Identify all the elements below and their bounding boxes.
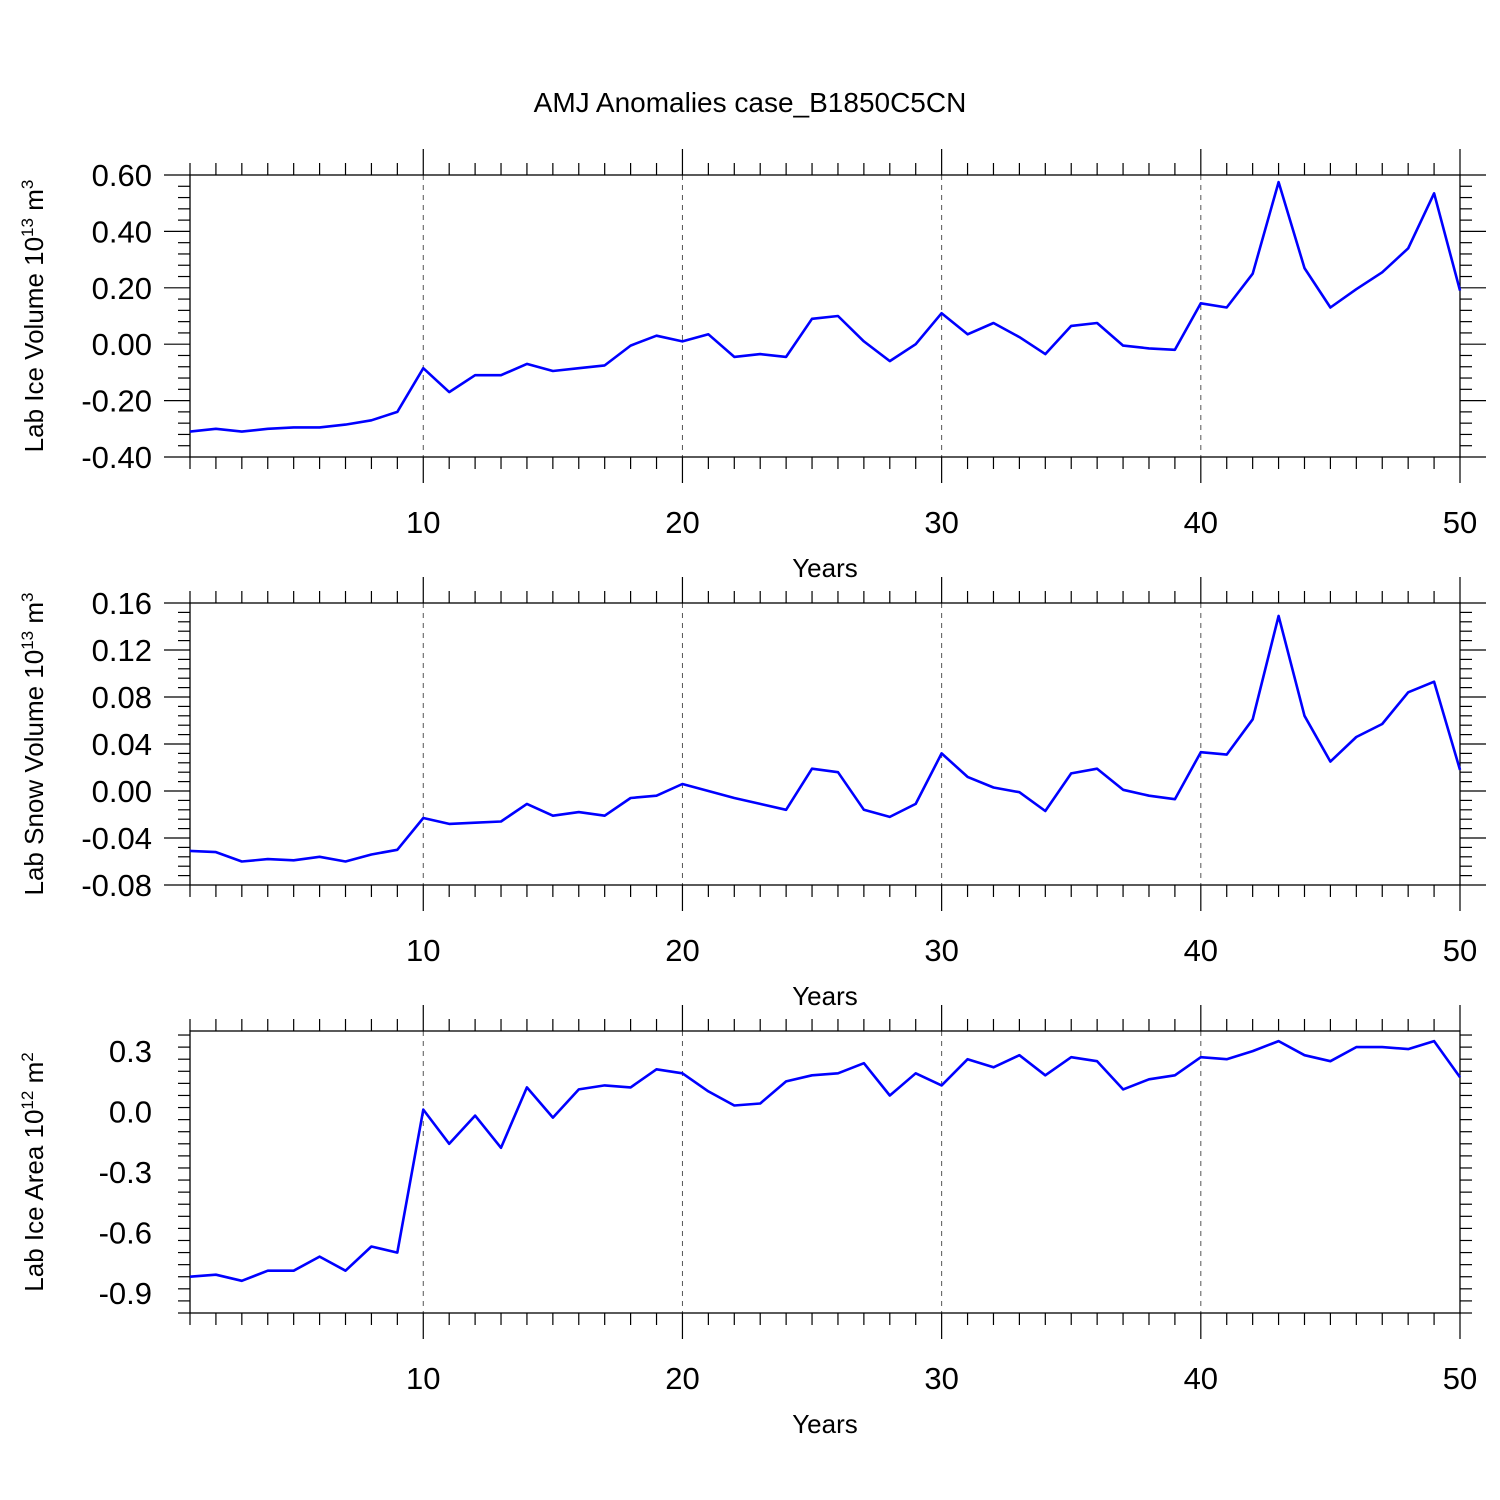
- x-tick-label: 20: [665, 933, 699, 968]
- panels: 10 20 30 40 50 -0.40 -0.20 0.00 0.20 0.40 0.60 Year…: [18, 149, 1486, 1439]
- x-tick-label: 10: [406, 505, 440, 540]
- y-tick-label: -0.40: [81, 440, 152, 475]
- series-line: [189, 1039, 1462, 1283]
- figure-title: AMJ Anomalies case_B1850C5CN: [534, 87, 967, 118]
- x-tick-label: 30: [924, 933, 958, 968]
- y-tick-label: 0.00: [92, 774, 152, 809]
- series-line: [189, 180, 1462, 433]
- plot-frame: [189, 602, 1461, 886]
- y-axis-label: Lab Snow Volume 1013 m3: [18, 592, 49, 895]
- y-tick-label: 0.20: [92, 271, 152, 306]
- x-tick-label: 30: [924, 505, 958, 540]
- y-tick-label: 0.3: [109, 1034, 152, 1069]
- x-axis-label: Years: [792, 981, 858, 1011]
- x-tick-label: 20: [665, 505, 699, 540]
- x-tick-label: 50: [1443, 1361, 1477, 1396]
- x-axis-label: Years: [792, 1409, 858, 1439]
- plot-frame: [189, 1030, 1461, 1314]
- x-tick-label: 10: [406, 1361, 440, 1396]
- x-tick-label: 40: [1184, 505, 1218, 540]
- y-tick-label: 0.16: [92, 586, 152, 621]
- y-tick-label: 0.40: [92, 214, 152, 249]
- x-tick-label: 40: [1184, 933, 1218, 968]
- x-tick-label: 30: [924, 1361, 958, 1396]
- x-tick-label: 50: [1443, 505, 1477, 540]
- y-tick-label: 0.60: [92, 158, 152, 193]
- y-tick-label: 0.00: [92, 327, 152, 362]
- y-tick-label: 0.0: [109, 1095, 152, 1130]
- panel-3: 10 20 30 40 50 -0.9 -0.6 -0.3 0.0 0.3 Years Lab Ice…: [18, 1005, 1477, 1439]
- y-tick-label: -0.9: [99, 1276, 152, 1311]
- plot-frame: [189, 174, 1461, 458]
- panel-1: 10 20 30 40 50 -0.40 -0.20 0.00 0.20 0.40 0.60 Year…: [18, 149, 1486, 583]
- x-tick-label: 20: [665, 1361, 699, 1396]
- series-line: [189, 614, 1462, 863]
- y-tick-label: 0.12: [92, 633, 152, 668]
- y-axis-label: Lab Ice Area 1012 m2: [18, 1052, 49, 1291]
- panel-2: 10 20 30 40 50 -0.08 -0.04 0.00 0.04 0.08 0.12 0.16…: [18, 577, 1486, 1011]
- x-tick-label: 40: [1184, 1361, 1218, 1396]
- y-tick-label: 0.08: [92, 680, 152, 715]
- x-axis-label: Years: [792, 553, 858, 583]
- y-axis-label: Lab Ice Volume 1013 m3: [18, 180, 49, 453]
- x-tick-label: 50: [1443, 933, 1477, 968]
- y-tick-label: -0.6: [99, 1215, 152, 1250]
- x-tick-label: 10: [406, 933, 440, 968]
- y-tick-label: -0.20: [81, 384, 152, 419]
- y-tick-label: -0.08: [81, 868, 152, 903]
- y-tick-label: 0.04: [92, 727, 152, 762]
- y-tick-label: -0.3: [99, 1155, 152, 1190]
- y-tick-label: -0.04: [81, 821, 152, 856]
